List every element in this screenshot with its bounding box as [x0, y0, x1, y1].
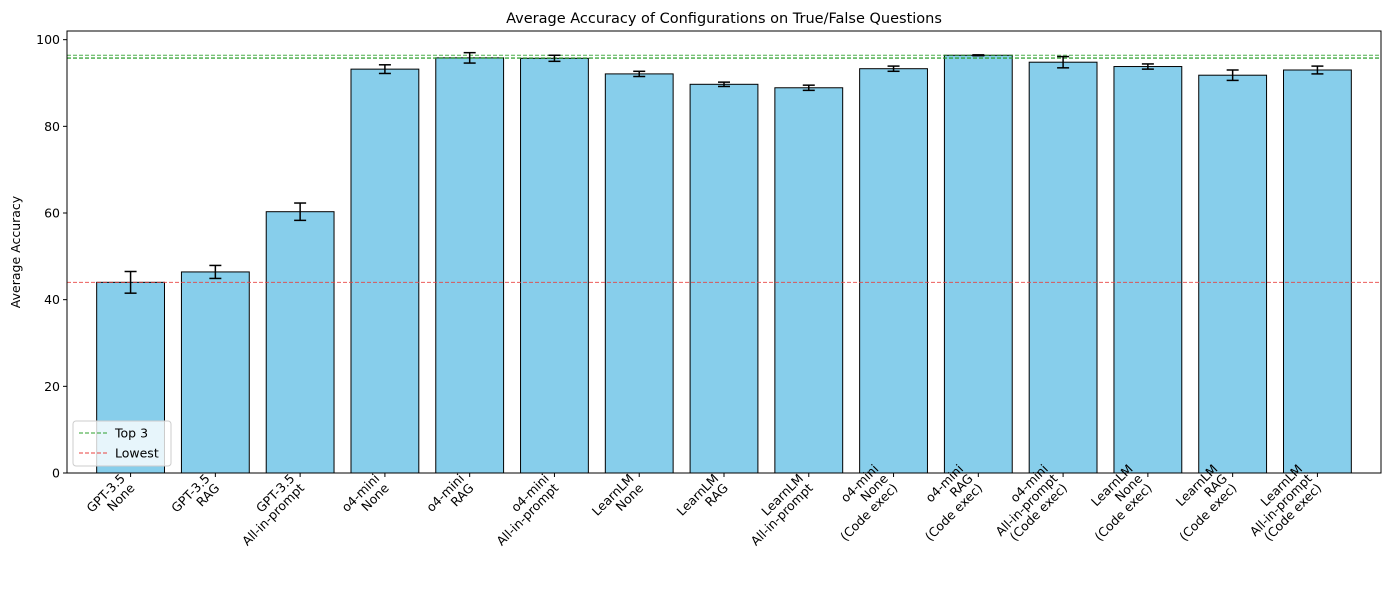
bar — [520, 57, 589, 474]
bar — [1198, 74, 1268, 474]
bar — [180, 271, 250, 474]
bar — [265, 211, 335, 474]
bar — [604, 73, 674, 474]
error-bar — [972, 54, 985, 57]
bar — [774, 87, 844, 474]
y-axis-label: Average Accuracy — [8, 195, 23, 308]
error-bar — [1141, 63, 1154, 70]
error-bar — [294, 202, 307, 222]
x-tick-label: LearnLMRAG — [674, 471, 731, 528]
bar — [435, 57, 505, 474]
legend: Top 3 Lowest — [72, 420, 172, 467]
x-ticks: GPT-3.5None GPT-3.5RAG GPT-3.5All-in-promp… — [83, 461, 1324, 548]
x-tick-label: o4-miniRAG — [423, 471, 476, 524]
error-bar — [124, 270, 137, 294]
error-bar — [802, 84, 815, 92]
y-ticks: 0 20 40 60 80 100 — [36, 32, 67, 481]
chart-title: Average Accuracy of Configurations on Tr… — [506, 11, 942, 27]
x-tick-label: GPT-3.5None — [83, 471, 137, 525]
y-tick-label: 40 — [44, 292, 60, 307]
bar — [350, 68, 420, 474]
y-tick-label: 0 — [52, 466, 60, 481]
error-bar — [718, 81, 730, 88]
x-tick-label: o4-miniRAG(Code exec) — [903, 461, 986, 544]
x-tick-label: LearnLMRAG(Code exec) — [1157, 461, 1240, 544]
bar — [1028, 61, 1098, 474]
reference-lines-layer — [67, 54, 1381, 283]
error-bar — [209, 264, 222, 280]
x-tick-label: GPT-3.5All-in-prompt — [229, 471, 307, 549]
bar — [859, 68, 928, 474]
error-bar — [463, 51, 476, 64]
error-bar — [1311, 65, 1324, 75]
x-tick-label: LearnLMAll-in-prompt — [738, 471, 816, 549]
bars-layer — [96, 54, 1352, 474]
legend-box — [72, 420, 172, 467]
error-bars-layer — [124, 51, 1324, 294]
x-tick-label: LearnLMAll-in-prompt(Code exec) — [1237, 461, 1324, 548]
y-tick-label: 60 — [44, 206, 60, 221]
plot-area-frame — [66, 30, 1382, 474]
error-bar — [1226, 69, 1239, 82]
x-tick-label: o4-miniAll-in-prompt(Code exec) — [983, 461, 1070, 548]
legend-lowest-label: Lowest — [115, 446, 159, 461]
legend-top3-label: Top 3 — [114, 426, 148, 441]
error-bar — [548, 54, 561, 63]
error-bar — [378, 64, 391, 75]
x-tick-label: LearnLMNone — [589, 471, 647, 529]
x-tick-label: o4-miniAll-in-prompt — [484, 471, 562, 549]
y-tick-label: 100 — [36, 32, 60, 47]
bar — [1283, 69, 1352, 474]
bar — [1113, 66, 1183, 474]
error-bar — [887, 65, 900, 73]
error-bar — [633, 70, 646, 78]
x-tick-label: GPT-3.5RAG — [168, 471, 222, 525]
x-tick-label: o4-miniNone — [338, 471, 392, 525]
y-tick-label: 20 — [44, 379, 60, 394]
bar — [689, 83, 759, 474]
y-tick-label: 80 — [44, 119, 60, 134]
bar — [943, 54, 1013, 474]
error-bar — [1057, 55, 1070, 69]
